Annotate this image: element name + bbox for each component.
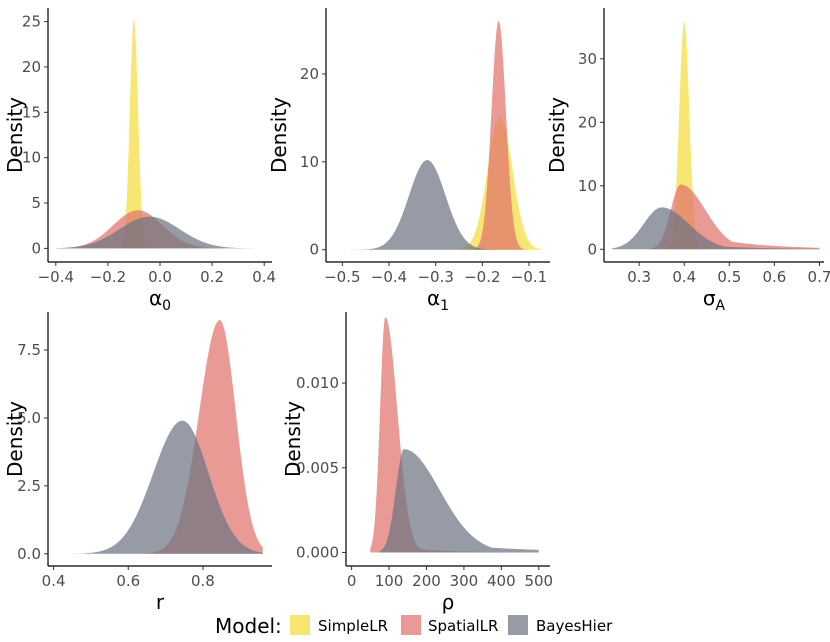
density-bayeshier xyxy=(61,420,263,554)
x-tick-label: −0.4 xyxy=(38,268,74,286)
x-tick-label: −0.2 xyxy=(90,268,126,286)
density-spatiallr xyxy=(128,320,263,554)
density-bayeshier xyxy=(342,160,511,250)
x-tick-label: −0.4 xyxy=(371,268,407,286)
panel-r: 0.4 0.6 0.8 0.0 2.5 5.0 7.5 r Density xyxy=(3,312,272,614)
legend-label-bayeshier: BayesHier xyxy=(536,617,613,635)
x-tick-label: 0.2 xyxy=(200,268,224,286)
y-tick-label: 0.0 xyxy=(17,545,41,563)
y-axis-title: Density xyxy=(281,401,305,477)
y-tick-label: 15 xyxy=(22,103,41,121)
y-axis-title: Density xyxy=(545,97,569,173)
density-bayeshier xyxy=(55,216,265,249)
x-tick-label: 500 xyxy=(524,572,553,590)
y-axis-title: Density xyxy=(3,97,27,173)
y-tick-label: 0.005 xyxy=(296,459,339,477)
y-tick-label: 0.010 xyxy=(296,374,339,392)
x-tick-label: 0.3 xyxy=(627,268,651,286)
x-axis-title: α0 xyxy=(149,286,171,314)
y-tick-label: 10 xyxy=(578,177,597,195)
y-tick-label: 10 xyxy=(300,153,319,171)
x-axis-title: α1 xyxy=(427,286,449,314)
legend-swatch-bayeshier xyxy=(508,615,528,635)
y-tick-label: 2.5 xyxy=(17,477,41,495)
x-tick-label: 0 xyxy=(347,572,357,590)
legend-title: Model: xyxy=(215,614,282,638)
y-tick-label: 20 xyxy=(578,113,597,131)
y-tick-label: 0 xyxy=(31,239,41,257)
x-tick-label: 0.4 xyxy=(42,572,66,590)
y-tick-label: 0.000 xyxy=(296,543,339,561)
x-tick-label: 0.6 xyxy=(762,268,786,286)
x-tick-label: 0.0 xyxy=(148,268,172,286)
y-tick-label: 30 xyxy=(578,50,597,68)
panel-rho: 0 100 200 300 400 500 0.000 0.005 0.010 ρ Density xyxy=(281,312,553,614)
y-tick-label: 5.0 xyxy=(17,409,41,427)
x-tick-label: 300 xyxy=(450,572,479,590)
density-simplelr xyxy=(661,21,707,250)
legend-label-spatiallr: SpatialLR xyxy=(428,617,498,635)
x-tick-label: −0.3 xyxy=(417,268,453,286)
x-tick-label: 400 xyxy=(487,572,516,590)
legend-label-simplelr: SimpleLR xyxy=(318,617,388,635)
density-simplelr xyxy=(107,19,160,249)
panel-sigmaA: 0.3 0.4 0.5 0.6 0.7 0 10 20 30 σA Density xyxy=(545,8,830,314)
density-spatiallr xyxy=(370,317,539,553)
legend: Model: SimpleLR SpatialLR BayesHier xyxy=(215,614,613,638)
y-axis-title: Density xyxy=(3,401,27,477)
y-tick-label: 0 xyxy=(587,240,597,258)
x-tick-label: 0.4 xyxy=(252,268,276,286)
x-tick-label: 0.6 xyxy=(116,572,140,590)
x-tick-label: −0.5 xyxy=(324,268,360,286)
density-bayeshier xyxy=(612,207,820,250)
x-tick-label: 200 xyxy=(412,572,441,590)
y-tick-label: 20 xyxy=(300,65,319,83)
y-axis-title: Density xyxy=(267,97,291,173)
x-tick-label: 0.4 xyxy=(672,268,696,286)
x-axis-title: ρ xyxy=(442,590,455,614)
y-tick-label: 10 xyxy=(22,149,41,167)
density-bayeshier xyxy=(379,449,539,553)
density-spatiallr xyxy=(468,21,529,250)
y-tick-label: 25 xyxy=(22,13,41,31)
panel-alpha0: −0.4 −0.2 0.0 0.2 0.4 0 5 10 15 20 25 α0 Density xyxy=(3,8,276,314)
legend-swatch-spatiallr xyxy=(401,615,421,635)
x-tick-label: 100 xyxy=(375,572,404,590)
x-tick-label: −0.2 xyxy=(464,268,500,286)
x-tick-label: 0.5 xyxy=(717,268,741,286)
x-tick-label: 0.8 xyxy=(191,572,215,590)
y-tick-label: 0 xyxy=(309,241,319,259)
y-tick-label: 5 xyxy=(31,194,41,212)
x-tick-label: −0.1 xyxy=(511,268,547,286)
x-axis-title: σA xyxy=(703,286,726,314)
y-tick-label: 7.5 xyxy=(17,341,41,359)
y-tick-label: 20 xyxy=(22,58,41,76)
legend-swatch-simplelr xyxy=(290,615,310,635)
x-axis-title: r xyxy=(156,590,165,614)
x-tick-label: 0.7 xyxy=(808,268,830,286)
panel-alpha1: −0.5 −0.4 −0.3 −0.2 −0.1 0 10 20 α1 Density xyxy=(267,8,550,314)
